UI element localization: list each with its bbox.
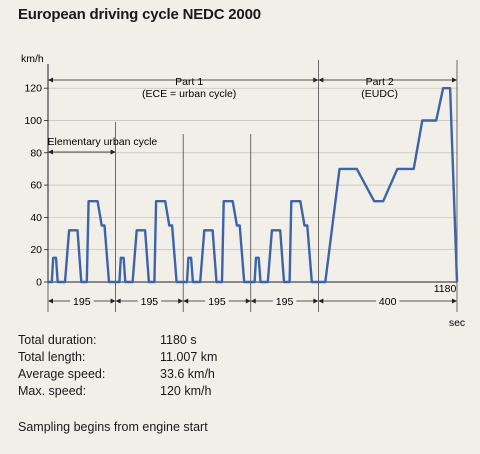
span-arrow-head: [313, 298, 319, 304]
stat-row: Max. speed: 120 km/h: [18, 383, 217, 400]
part2-arrow-head: [452, 77, 457, 83]
y-axis-label: km/h: [21, 53, 44, 65]
y-tick-label: 40: [30, 212, 42, 224]
part1-arrow-head: [48, 77, 53, 83]
span-label-bg: [137, 294, 162, 307]
sampling-note: Sampling begins from engine start: [18, 420, 208, 434]
part2-label: Part 2: [366, 76, 394, 88]
stat-value: 1180 s: [160, 333, 197, 347]
elementary-arrow-head: [48, 149, 53, 155]
span-arrow-head: [318, 298, 324, 304]
stat-label: Total duration:: [18, 333, 97, 347]
x-axis-label: sec: [449, 317, 465, 329]
y-tick-label: 60: [30, 180, 42, 192]
stat-value: 11.007 km: [160, 350, 218, 364]
span-label: 195: [276, 296, 294, 308]
y-tick-label: 20: [30, 244, 42, 256]
span-arrow-head: [452, 298, 457, 304]
span-arrow-head: [115, 298, 121, 304]
speed-line: [48, 87, 459, 284]
span-arrow-head: [178, 298, 184, 304]
span-label-bg: [272, 294, 297, 307]
stat-row: Total duration: 1180 s: [18, 332, 217, 349]
y-tick-label: 80: [30, 147, 42, 159]
span-arrow-head: [110, 298, 116, 304]
speed-series: [48, 87, 459, 284]
y-tick-label: 0: [36, 277, 42, 289]
span-label-bg: [205, 294, 229, 307]
span-arrow-head: [245, 298, 251, 304]
y-tick-label: 100: [24, 115, 42, 127]
stat-label: Average speed:: [18, 367, 106, 381]
elementary-label: Elementary urban cycle: [48, 136, 158, 148]
part1-sublabel: (ECE = urban cycle): [142, 88, 236, 100]
stat-row: Average speed: 33.6 km/h: [18, 366, 217, 383]
stats-block: Total duration: 1180 s Total length: 11.…: [18, 332, 217, 400]
span-label: 195: [73, 296, 91, 308]
end-time-label: 1180: [434, 283, 457, 295]
page-title: European driving cycle NEDC 2000: [18, 6, 261, 23]
span-arrow-head: [250, 298, 256, 304]
span-label-bg: [375, 294, 400, 307]
part1-label: Part 1: [175, 76, 203, 88]
span-label-bg: [70, 294, 94, 307]
span-arrow-head: [183, 298, 189, 304]
part1-arrow-head: [313, 77, 319, 83]
grid-lines: [48, 87, 457, 283]
stat-label: Total length:: [18, 350, 86, 364]
speed-chart: 0 20 40 60 80 100 120 Part 1(ECE = urban cycle…: [21, 53, 465, 329]
span-label: 400: [379, 296, 397, 308]
stat-value: 33.6 km/h: [160, 367, 215, 381]
y-tick-label: 120: [24, 83, 42, 95]
stat-value: 120 km/h: [160, 384, 212, 398]
part2-sublabel: (EUDC): [361, 88, 398, 100]
span-label: 195: [141, 296, 159, 308]
part2-arrow-head: [318, 77, 324, 83]
stat-row: Total length: 11.007 km: [18, 349, 217, 366]
span-label: 195: [208, 296, 226, 308]
stat-label: Max. speed:: [18, 384, 87, 398]
elementary-arrow-head: [110, 149, 116, 155]
annotation-marks: Part 1(ECE = urban cycle) Part 2(EUDC) Ele…: [48, 60, 458, 312]
span-arrow-head: [48, 298, 53, 304]
